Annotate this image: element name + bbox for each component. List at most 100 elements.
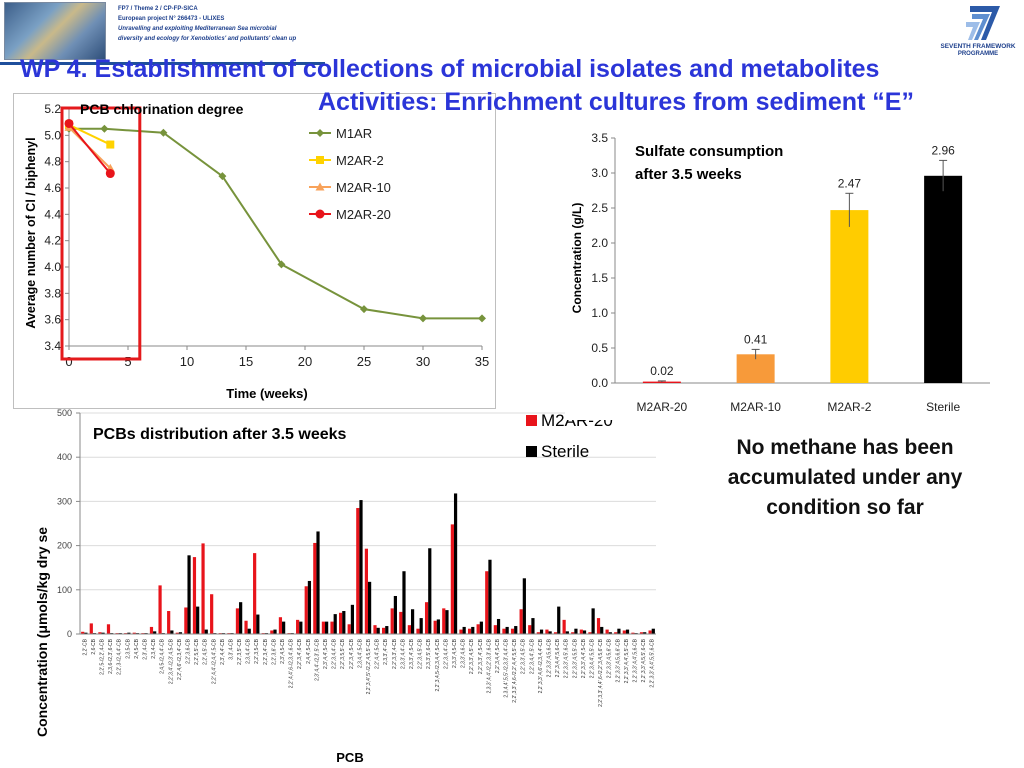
y-tick-label: 4.8 — [44, 155, 61, 169]
y-tick-label: 1.0 — [591, 306, 608, 320]
data-point-m1ar — [100, 124, 109, 133]
y-tick-label: 2.0 — [591, 236, 608, 250]
bar-sterile — [471, 626, 475, 634]
bar-sterile — [453, 493, 458, 634]
y-tick-label: 2.5 — [591, 201, 608, 215]
y-tick-label: 3.5 — [591, 131, 608, 145]
bar-m2ar-20 — [158, 585, 162, 634]
bar-m2ar-20 — [545, 629, 549, 634]
category-label: 3,3',4-CB — [228, 638, 234, 659]
bar-sterile — [393, 595, 397, 634]
bar-m2ar-20 — [614, 632, 618, 634]
chart-frame — [13, 93, 496, 409]
data-point-m1ar — [360, 305, 368, 314]
category-label: 2,2',3,4,5'-CB — [418, 638, 424, 669]
bar-m2ar-20 — [639, 632, 644, 634]
bar-m2ar-20 — [167, 611, 171, 634]
bar-sterile — [496, 618, 501, 634]
category-label: 2,3',4,4'-CB — [220, 638, 226, 664]
bar-m2ar-20 — [235, 608, 240, 634]
y-tick-label: 3.8 — [44, 286, 61, 300]
bar-sterile — [617, 628, 621, 634]
x-tick-label: 0 — [65, 354, 72, 369]
y-axis-label: Average number of Cl / biphenyl — [24, 137, 38, 328]
slide-title-line2: Activities: Enrichment cultures from sed… — [318, 88, 914, 116]
chlorination-line-chart: 3.4 3.6 3.8 4.0 4.2 4.4 4.6 4.8 5.0 5.2 0 5 10 15 20 25… — [13, 93, 496, 409]
y-tick-label: 3.4 — [44, 339, 61, 353]
bar-sterile — [239, 602, 243, 634]
category-label: 2,2',3,6'-CB — [271, 638, 277, 664]
highlight-box — [60, 106, 142, 361]
bar-m2ar-20 — [81, 631, 85, 634]
category-label: 2,2',3,3',4-CB — [392, 638, 398, 669]
bar-m2ar-20 — [562, 619, 566, 634]
project-line: European project N° 266473 - ULIXES — [118, 16, 225, 22]
y-tick-label: 3.0 — [591, 166, 608, 180]
bar-m2ar-20 — [622, 630, 626, 634]
category-label: 2,2',3,3',4,5,6-CB — [547, 638, 553, 677]
category-label: 2,2',3,4'-/2,3',4,5-CB — [168, 638, 174, 684]
category-label: 2,2',3,3',4,5',6-CB — [564, 638, 570, 678]
bar-m2ar-20 — [356, 508, 360, 634]
fp7-label-2: PROGRAMME — [958, 51, 998, 57]
bar-m2ar-20 — [149, 626, 154, 634]
bar-sterile — [153, 631, 157, 634]
category-label: 2,3',4,5-CB — [280, 638, 286, 664]
bar-m2ar-20 — [519, 609, 523, 634]
bar-sterile — [557, 606, 561, 634]
bar-sterile — [84, 632, 88, 634]
legend: M1AR M2AR-2 M2AR-10 M2AR-20 — [309, 126, 391, 222]
bar-m2ar-20 — [89, 623, 93, 634]
category-label: 2,2',3,4,4',5,5'-CB — [590, 638, 596, 678]
x-axis-label: PCB — [336, 750, 363, 765]
bar-m2ar-20 — [510, 628, 515, 634]
bar-sterile — [101, 632, 105, 634]
category-label: 2,3,3',4,6-CB — [461, 638, 467, 668]
category-label: 2,2',3,3',4,6-/2,2',4,4',5,5'-CB — [512, 638, 518, 702]
bar-sterile — [574, 628, 578, 634]
bar-sterile — [187, 555, 191, 634]
category-label: 2,2',4,5'-CB — [203, 638, 209, 664]
y-tick-label: 0.5 — [591, 341, 608, 355]
bar-sterile — [196, 606, 200, 634]
bar-m2ar-20 — [210, 594, 214, 634]
category-label: 2,2',5-/2,2',4-CB — [99, 638, 105, 674]
category-label: 2,2',3,3',4,5,6,6'-CB — [615, 638, 621, 682]
bar-sterile — [368, 581, 372, 634]
bar-sterile — [256, 614, 260, 634]
category-label: 2,2',3,4,4'-CB — [443, 638, 449, 669]
bar-sterile — [385, 626, 389, 634]
bar-sterile — [428, 548, 432, 634]
value-label-sterile: 2.96 — [931, 143, 955, 157]
data-point-m2ar-2 — [106, 140, 115, 149]
bar-m2ar-20 — [605, 629, 609, 634]
fp7-label-1: SEVENTH FRAMEWORK — [941, 43, 1016, 50]
bar-m2ar-20 — [381, 627, 386, 634]
category-label: 2,2',3,3',4',5-CB — [478, 638, 484, 674]
legend-label-m1ar: M1AR — [336, 126, 372, 141]
x-tick-label: 30 — [416, 354, 430, 369]
bar-sterile — [342, 611, 346, 634]
bar-m2ar-20 — [476, 624, 480, 634]
project-header: FP7 / Theme 2 / CP-FP-SICA European proj… — [0, 0, 325, 65]
category-label: 2,2',3,4',5'-/2,2',4,5,5'-CB — [366, 638, 372, 694]
y-tick-label: 0 — [67, 629, 72, 639]
bar-m2ar-2 — [830, 210, 869, 383]
category-label: 2,2',3,4,5-/2,3,4,4',5-CB — [435, 638, 441, 691]
y-tick-label: 5.0 — [44, 128, 61, 142]
bar-m2ar-20 — [201, 543, 205, 634]
series-line-m2ar-20 — [68, 122, 112, 175]
bar-sterile — [436, 619, 440, 634]
bar-m2ar-20 — [184, 607, 188, 634]
bar-sterile — [307, 580, 312, 634]
bar-sterile — [299, 621, 303, 634]
bar-sterile — [462, 626, 466, 634]
category-label: 2,3,3',4,4'-/2,2',3,3',6-CB — [486, 638, 492, 693]
bar-m2ar-20 — [528, 625, 532, 634]
bar-m2ar-20 — [442, 608, 446, 634]
bar-sterile — [204, 629, 208, 634]
category-label: 2,2'-CB — [82, 638, 88, 655]
bar-m2ar-20 — [192, 557, 197, 634]
bar-sterile — [316, 531, 320, 634]
category-label: 2,2',3,4'-CB — [263, 638, 269, 664]
